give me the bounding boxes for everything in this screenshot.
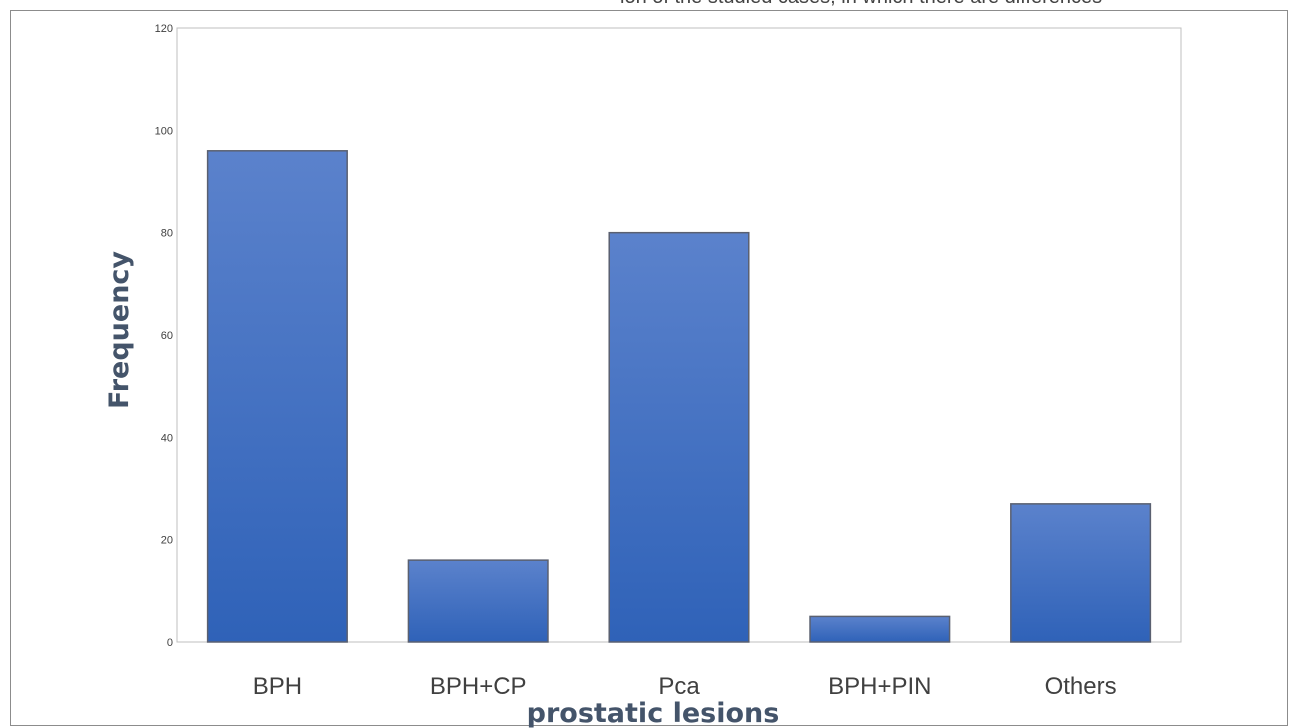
bar (1010, 503, 1152, 643)
y-axis-ticks: 0 20 40 60 80 100 120 (155, 23, 173, 649)
bar (206, 150, 348, 643)
y-axis-title: Frequency (104, 251, 135, 409)
chart-frame (10, 10, 1288, 726)
y-tick-label: 20 (161, 535, 173, 547)
bars (206, 150, 1152, 643)
y-tick-label: 100 (155, 125, 173, 137)
x-category-label: Others (1045, 673, 1117, 700)
cropped-caption-text: ion of the studied cases, in which there… (620, 0, 1290, 9)
bar (407, 559, 549, 643)
y-tick-label: 40 (161, 432, 173, 444)
y-tick-label: 60 (161, 330, 173, 342)
x-axis-category-labels: BPH BPH+CP Pca BPH+PIN Others (253, 673, 1117, 700)
x-category-label: BPH+PIN (828, 673, 931, 700)
y-tick-label: 120 (155, 23, 173, 35)
y-tick-label: 80 (161, 228, 173, 240)
bar (809, 615, 951, 643)
x-category-label: Pca (658, 673, 700, 700)
x-axis-title: prostatic lesions (527, 698, 780, 728)
x-category-label: BPH+CP (430, 673, 527, 700)
x-category-label: BPH (253, 673, 302, 700)
bar (608, 231, 750, 643)
y-tick-label: 0 (167, 637, 173, 649)
